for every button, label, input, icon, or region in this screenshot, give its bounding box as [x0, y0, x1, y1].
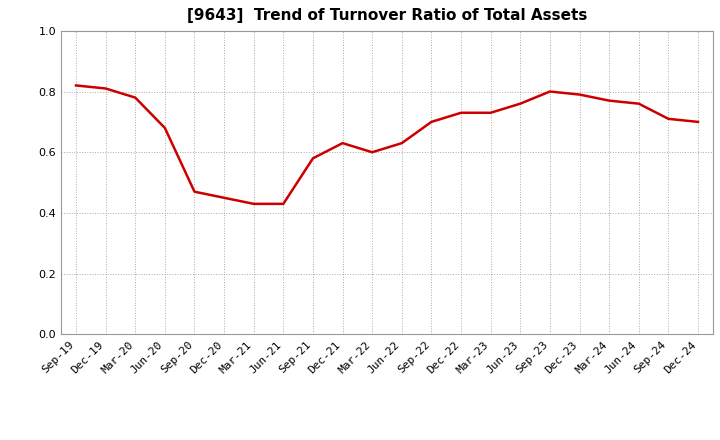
Title: [9643]  Trend of Turnover Ratio of Total Assets: [9643] Trend of Turnover Ratio of Total …	[186, 7, 588, 23]
